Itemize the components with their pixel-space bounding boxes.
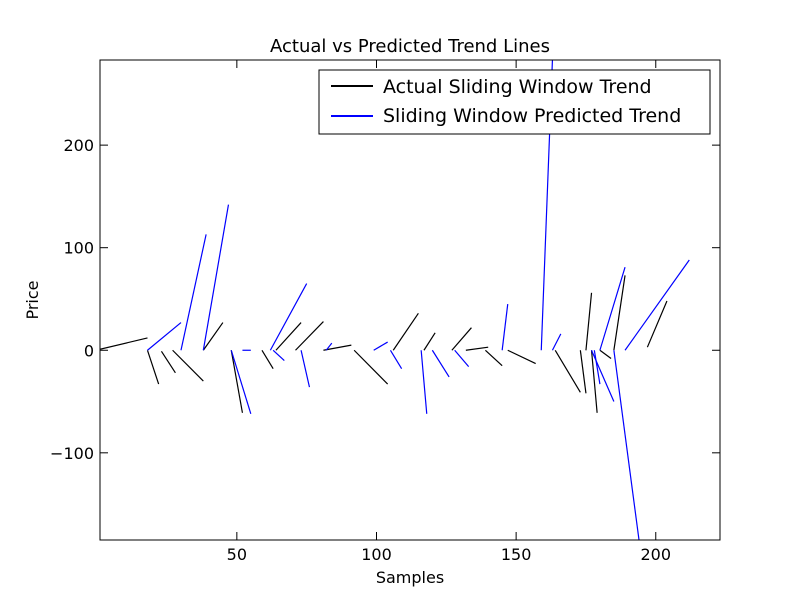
series-actual <box>100 275 668 413</box>
actual-trend-segment-5 <box>202 322 224 351</box>
actual-trend-segment-15 <box>465 346 489 351</box>
predicted-trend-segment-7 <box>272 349 285 361</box>
actual-trend-segment-20 <box>585 292 593 351</box>
predicted-trend-segment-15 <box>501 304 509 351</box>
y-tick-label: 100 <box>63 239 94 258</box>
predicted-trend-segment-11 <box>389 349 403 370</box>
x-tick-label: 100 <box>361 545 392 564</box>
legend-label-actual: Actual Sliding Window Trend <box>383 76 652 98</box>
actual-trend-segment-14 <box>451 327 472 351</box>
actual-trend-segment-18 <box>554 349 581 393</box>
y-tick-label: 0 <box>84 341 94 360</box>
predicted-trend-segment-22 <box>624 259 690 351</box>
predicted-trend-segment-17 <box>551 333 562 351</box>
x-axis-label: Samples <box>376 568 444 587</box>
chart-title: Actual vs Predicted Trend Lines <box>270 36 550 57</box>
actual-trend-segment-17 <box>507 349 536 365</box>
ticks-layer: 50 100 150 200 −100 0 100 200 <box>50 60 720 564</box>
actual-trend-segment-9 <box>295 321 324 351</box>
predicted-trend-segment-2 <box>180 234 207 351</box>
actual-trend-segment-6 <box>230 350 244 413</box>
predicted-trend-segment-9 <box>325 342 333 351</box>
predicted-trend-segment-19 <box>593 350 601 385</box>
x-tick-label: 150 <box>501 545 532 564</box>
predicted-trend-segment-8 <box>300 350 311 388</box>
x-tick-label: 200 <box>640 545 671 564</box>
actual-trend-segment-4 <box>172 349 204 382</box>
predicted-trend-segment-6 <box>269 283 308 351</box>
plot-area <box>100 60 720 540</box>
predicted-trend-segment-20 <box>599 267 626 351</box>
plot-frame <box>99 59 721 541</box>
actual-trend-segment-21 <box>590 350 598 413</box>
predicted-trend-segment-4 <box>230 350 252 415</box>
actual-trend-segment-8 <box>275 322 302 351</box>
actual-trend-segment-3 <box>160 350 176 374</box>
legend: Actual Sliding Window Trend Sliding Wind… <box>318 69 711 135</box>
predicted-trend-segment-13 <box>431 349 450 378</box>
actual-trend-segment-19 <box>579 350 587 394</box>
predicted-trend-segment-14 <box>454 349 470 368</box>
predicted-trend-segment-21 <box>613 350 640 540</box>
predicted-trend-segment-12 <box>420 350 428 414</box>
legend-label-predicted: Sliding Window Predicted Trend <box>383 105 681 127</box>
predicted-trend-segment-10 <box>373 341 388 351</box>
y-axis-label: Price <box>23 280 42 319</box>
actual-trend-segment-11 <box>353 349 389 385</box>
plot-background <box>100 60 720 540</box>
actual-trend-segment-22 <box>599 349 612 359</box>
y-tick-label: −100 <box>50 444 94 463</box>
legend-box <box>318 69 711 135</box>
predicted-trend-segment-3 <box>202 204 230 351</box>
actual-trend-segment-10 <box>323 344 352 351</box>
actual-trend-segment-1 <box>100 337 148 350</box>
predicted-trend-segment-1 <box>147 322 182 351</box>
x-tick-label: 50 <box>227 545 247 564</box>
actual-trend-segment-23 <box>613 275 626 351</box>
actual-trend-segment-24 <box>646 300 668 348</box>
actual-trend-segment-7 <box>261 349 274 370</box>
y-tick-label: 200 <box>63 136 94 155</box>
actual-trend-segment-13 <box>423 332 436 351</box>
actual-trend-segment-16 <box>484 349 503 367</box>
actual-trend-segment-2 <box>146 350 160 385</box>
actual-trend-segment-12 <box>392 312 419 351</box>
